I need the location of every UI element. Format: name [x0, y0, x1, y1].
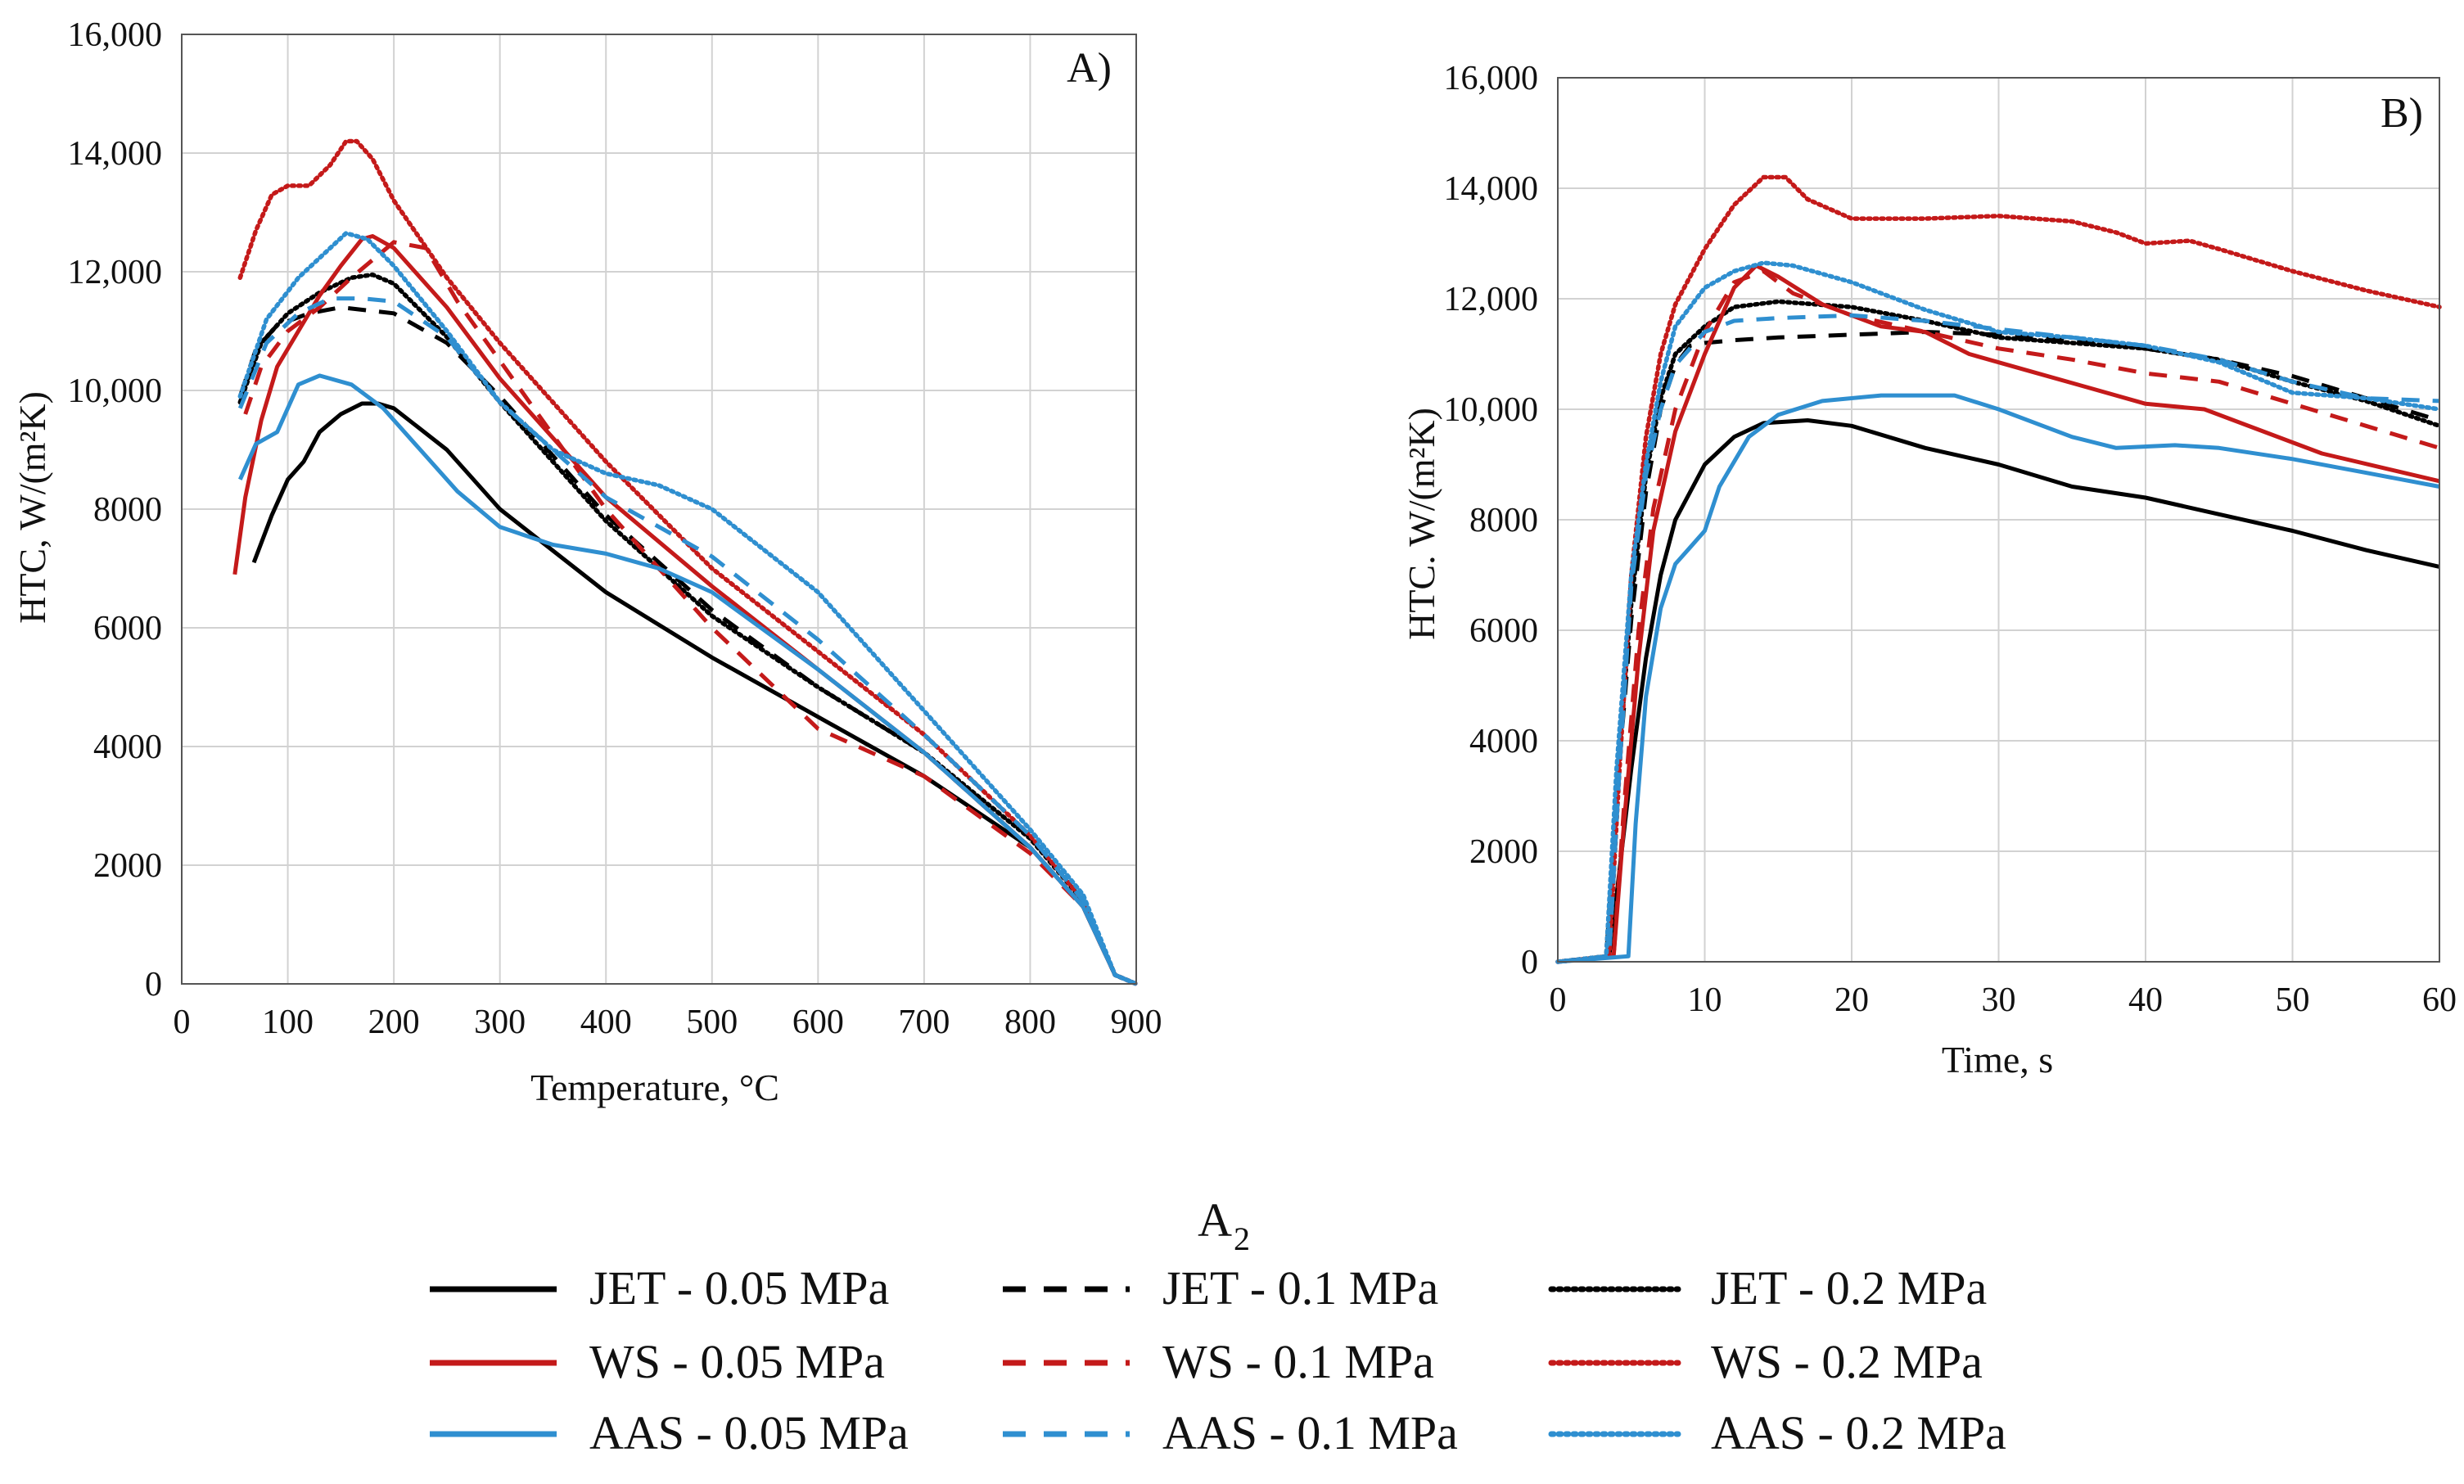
- x-axis-title-a: Temperature, °C: [530, 1067, 779, 1108]
- x-tick-label: 0: [174, 1004, 191, 1041]
- y-tick-label: 10,000: [1444, 391, 1539, 429]
- x-tick-label: 400: [580, 1004, 632, 1041]
- chart-panel-b: 0 10 20 30 40 50 60 0 2000 4000 6000 8000 10,000 12,0…: [1401, 60, 2457, 1080]
- y-tick-label: 8000: [93, 491, 162, 529]
- y-tick-label: 2000: [93, 847, 162, 885]
- legend-label: AAS - 0.05 MPa: [589, 1406, 909, 1459]
- y-axis-title-b: HTC. W/(m²K): [1401, 408, 1442, 640]
- y-tick-label: 0: [1521, 944, 1538, 981]
- legend-label: AAS - 0.2 MPa: [1711, 1406, 2006, 1459]
- series-line-aas-solid: [238, 373, 1137, 986]
- figure-caption: A: [1198, 1193, 1232, 1247]
- x-tick-label: 50: [2276, 981, 2310, 1019]
- y-tick-label: 16,000: [1444, 60, 1539, 97]
- x-tick-label: 200: [368, 1004, 420, 1041]
- figure-caption-subscript: 2: [1234, 1220, 1250, 1257]
- caption-main: A: [1198, 1193, 1232, 1247]
- y-tick-label: 12,000: [68, 254, 163, 291]
- x-tick-label: 20: [1834, 981, 1869, 1019]
- panel-label-a: A): [1067, 45, 1112, 92]
- legend-label: JET - 0.1 MPa: [1162, 1261, 1438, 1315]
- y-axis-title-a: HTC, W/(m²K): [11, 391, 53, 624]
- y-tick-label: 12,000: [1444, 281, 1539, 318]
- x-tick-label: 600: [792, 1004, 844, 1041]
- y-tick-label: 14,000: [68, 135, 163, 173]
- x-tick-label: 700: [898, 1004, 950, 1041]
- series-line-ws-dashed: [243, 240, 1137, 986]
- y-tick-label: 2000: [1469, 833, 1538, 871]
- series-line-aas-dotted: [1555, 260, 2442, 964]
- x-tick-label: 10: [1688, 981, 1722, 1019]
- legend-label: WS - 0.05 MPa: [589, 1335, 885, 1388]
- legend-label: WS - 0.2 MPa: [1711, 1335, 1983, 1388]
- x-tick-label: 0: [1550, 981, 1567, 1019]
- series-line-aas-dashed: [237, 296, 1137, 986]
- x-tick-label: 100: [262, 1004, 314, 1041]
- series-line-ws-dotted: [1555, 174, 2442, 964]
- plot-frame-a: [181, 34, 1137, 985]
- series-line-ws-dotted: [237, 138, 1139, 986]
- y-tick-label: 4000: [1469, 723, 1538, 760]
- series-line-ws-dashed: [1557, 268, 2440, 964]
- legend-label: AAS - 0.1 MPa: [1162, 1406, 1458, 1459]
- x-tick-label: 300: [474, 1004, 526, 1041]
- x-tick-label: 800: [1004, 1004, 1056, 1041]
- y-tick-label: 16,000: [68, 16, 163, 54]
- tick-labels-a: 0 100 200 300 400 500 600 700 800 900 0 2000 4000 600…: [68, 16, 1162, 1041]
- legend-label: WS - 0.1 MPa: [1162, 1335, 1434, 1388]
- plot-frame-b: [1557, 77, 2440, 963]
- x-tick-label: 40: [2128, 981, 2163, 1019]
- plot-series-b: [1555, 174, 2442, 964]
- legend-label: JET - 0.05 MPa: [589, 1261, 889, 1315]
- y-tick-label: 8000: [1469, 502, 1538, 539]
- x-tick-label: 60: [2422, 981, 2457, 1019]
- y-tick-label: 6000: [1469, 612, 1538, 650]
- panel-label-b: B): [2381, 90, 2423, 137]
- plot-series-a: [232, 138, 1139, 986]
- x-tick-label: 900: [1111, 1004, 1162, 1041]
- y-tick-label: 0: [145, 966, 162, 1004]
- tick-labels-b: 0 10 20 30 40 50 60 0 2000 4000 6000 8000 10,000 12,0…: [1444, 60, 2457, 1019]
- series-line-jet-solid: [1557, 418, 2440, 964]
- y-tick-label: 14,000: [1444, 170, 1539, 208]
- x-axis-title-b: Time, s: [1942, 1039, 2053, 1080]
- x-tick-label: 30: [1982, 981, 2016, 1019]
- series-line-aas-dotted: [237, 231, 1139, 986]
- y-tick-label: 6000: [93, 610, 162, 647]
- caption-sub: 2: [1234, 1220, 1250, 1257]
- legend: JET - 0.05 MPa JET - 0.1 MPa JET - 0.2 MPa…: [430, 1261, 2006, 1459]
- series-line-aas-solid: [1557, 393, 2440, 964]
- y-tick-label: 4000: [93, 728, 162, 766]
- chart-panel-a: 0 100 200 300 400 500 600 700 800 900 0 2000 4000 600…: [11, 16, 1162, 1108]
- legend-label: JET - 0.2 MPa: [1711, 1261, 1987, 1315]
- y-tick-label: 10,000: [68, 372, 163, 410]
- x-tick-label: 500: [686, 1004, 738, 1041]
